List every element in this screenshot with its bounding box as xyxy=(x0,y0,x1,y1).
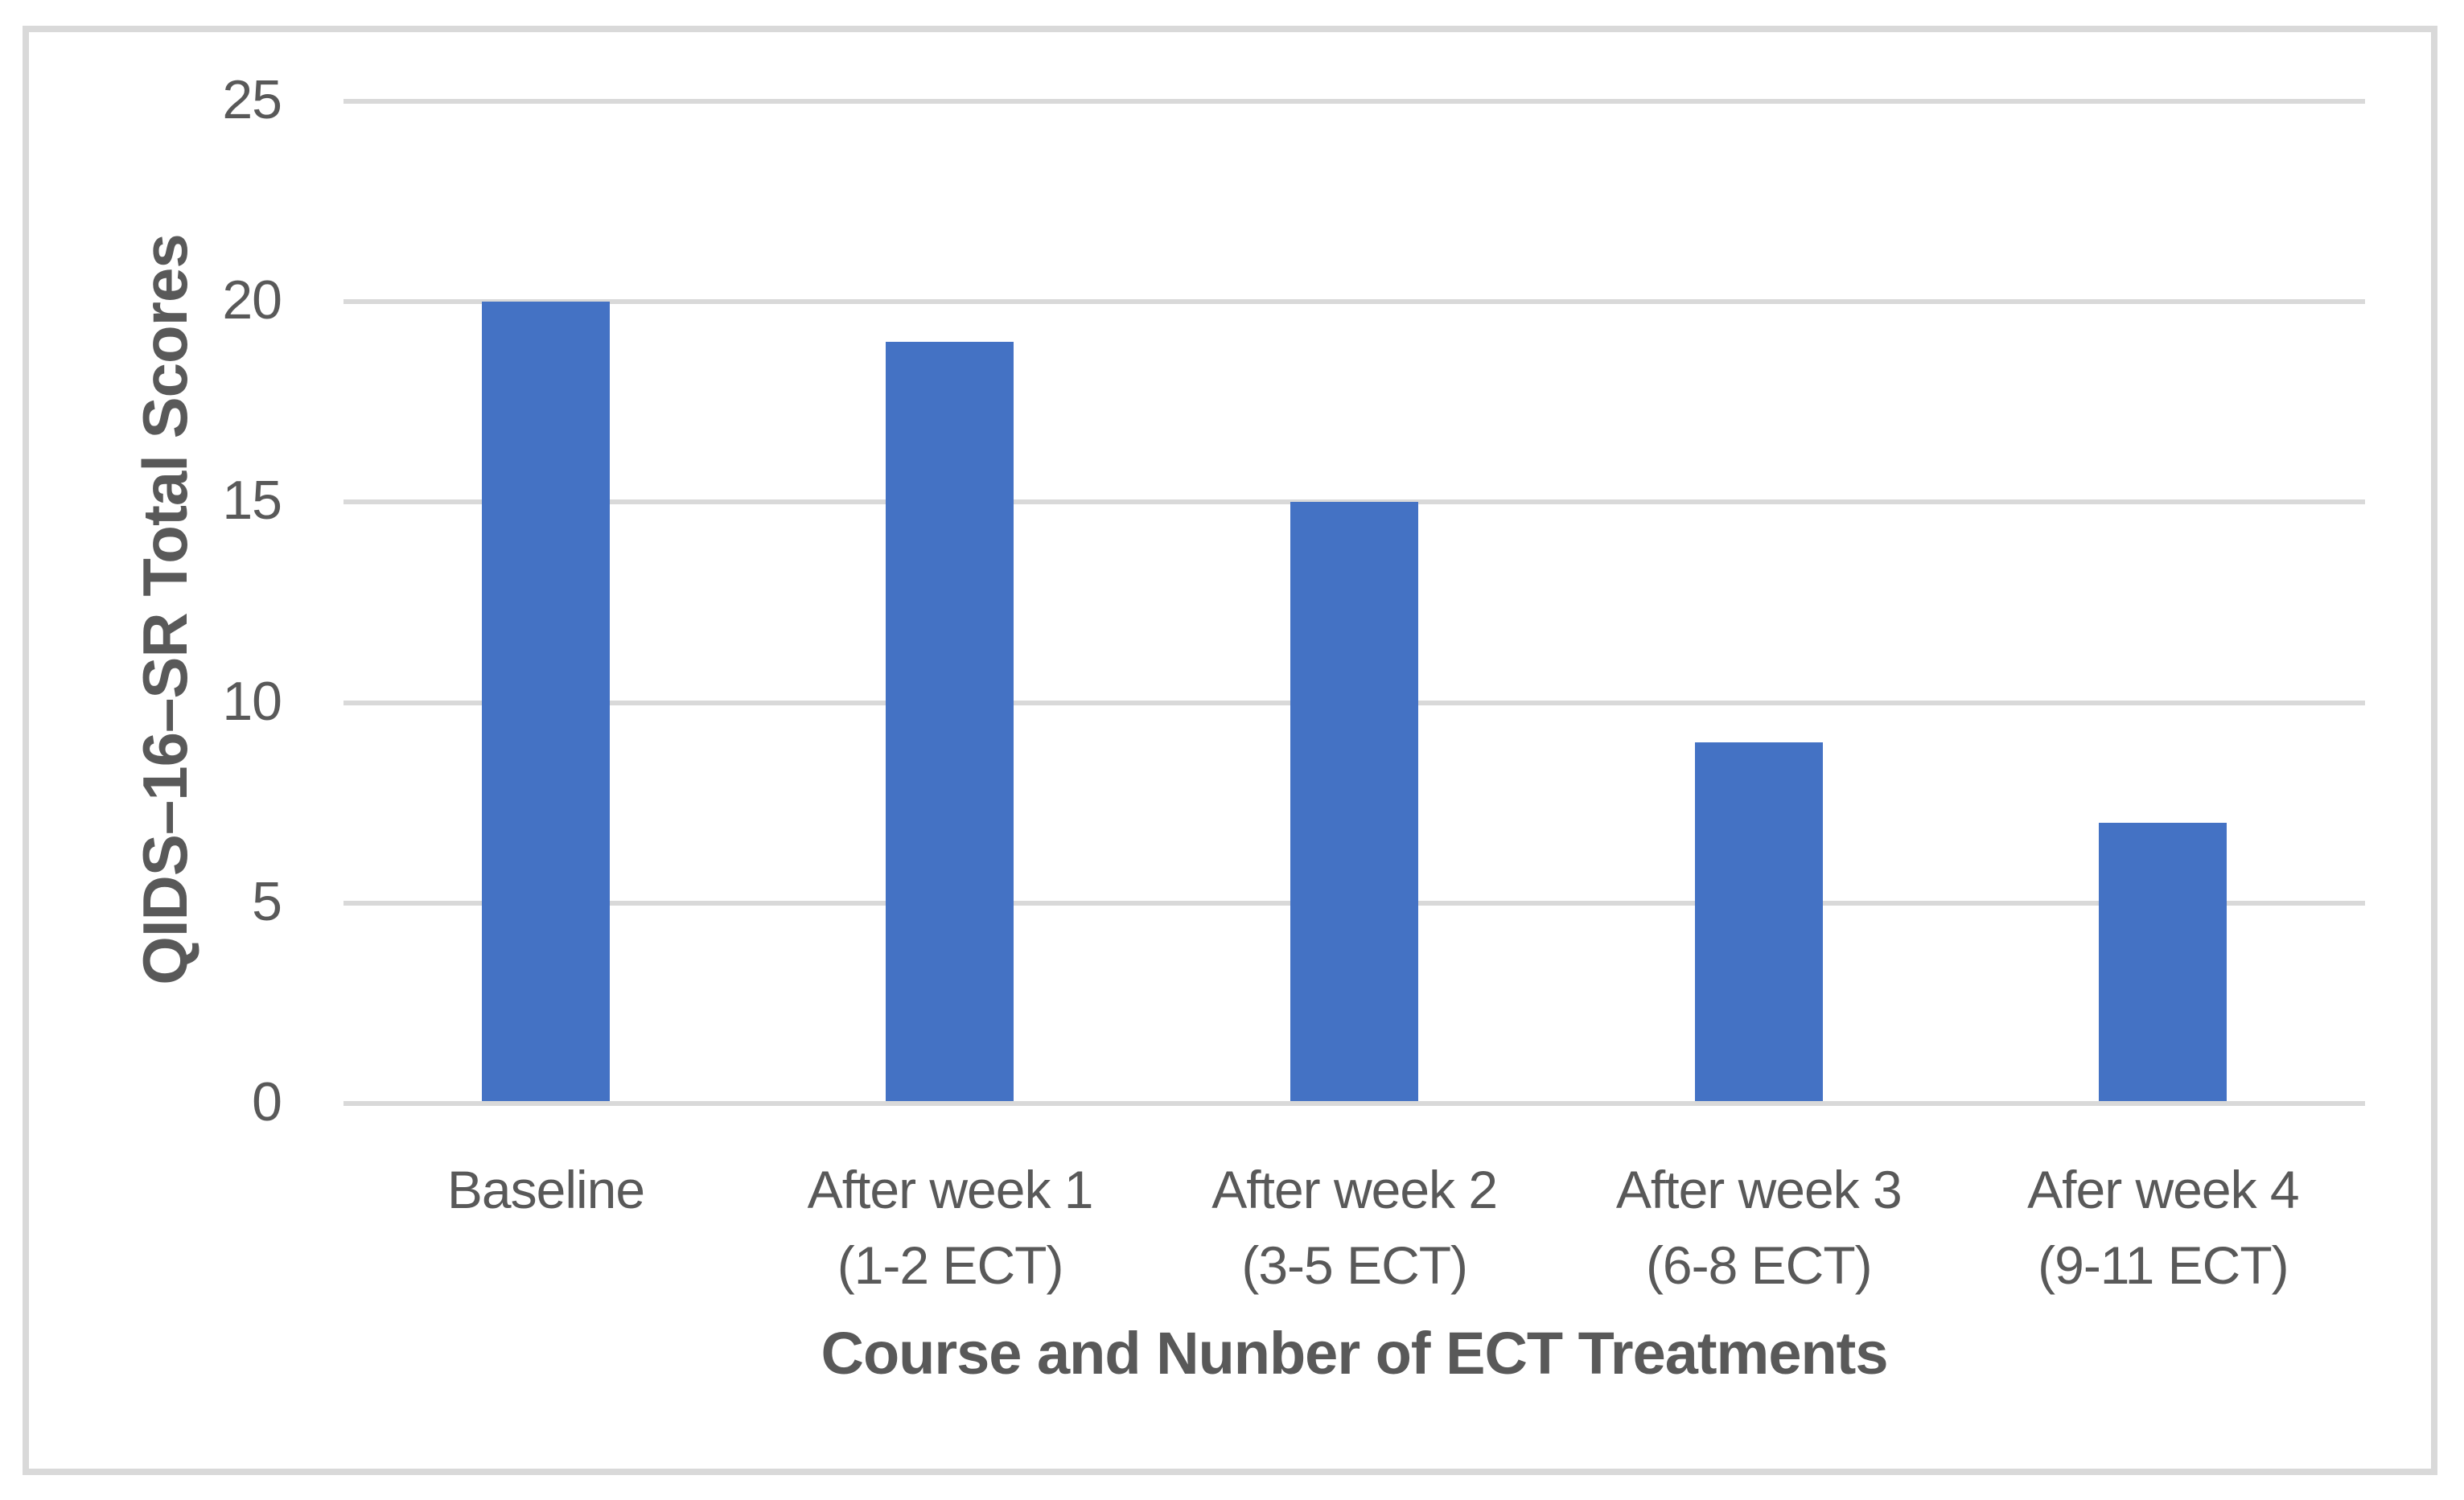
y-axis-tick-label: 0 xyxy=(252,1071,282,1132)
gridline xyxy=(343,99,2365,104)
x-category-label: Afer week 4 (9-11 ECT) xyxy=(2027,1160,2300,1295)
bar-5 xyxy=(2099,823,2227,1103)
x-category-label: Baseline xyxy=(446,1160,645,1219)
y-axis-tick-label: 20 xyxy=(222,269,282,331)
gridline xyxy=(343,499,2365,505)
y-axis-title: QIDS–16–SR Total Scores xyxy=(130,234,200,985)
x-category-label: After week 3 (6-8 ECT) xyxy=(1615,1160,1903,1295)
y-axis-tick-label: 5 xyxy=(252,870,282,932)
y-axis-tick-label: 10 xyxy=(222,670,282,732)
y-axis-tick-label: 15 xyxy=(222,470,282,532)
x-axis-title: Course and Nunber of ECT Treatments xyxy=(821,1320,1889,1387)
bar-1 xyxy=(481,302,610,1103)
x-category-label: After week 2 (3-5 ECT) xyxy=(1211,1160,1498,1295)
bar-4 xyxy=(1694,742,1823,1103)
plot-area xyxy=(343,99,2365,1106)
y-axis-tick-label: 25 xyxy=(222,68,282,130)
chart-border-frame xyxy=(23,26,2437,1475)
bar-3 xyxy=(1290,502,1418,1103)
x-axis-line xyxy=(343,1101,2365,1106)
gridline xyxy=(343,299,2365,305)
bar-2 xyxy=(886,342,1014,1103)
x-category-label: After week 1 (1-2 ECT) xyxy=(807,1160,1094,1295)
